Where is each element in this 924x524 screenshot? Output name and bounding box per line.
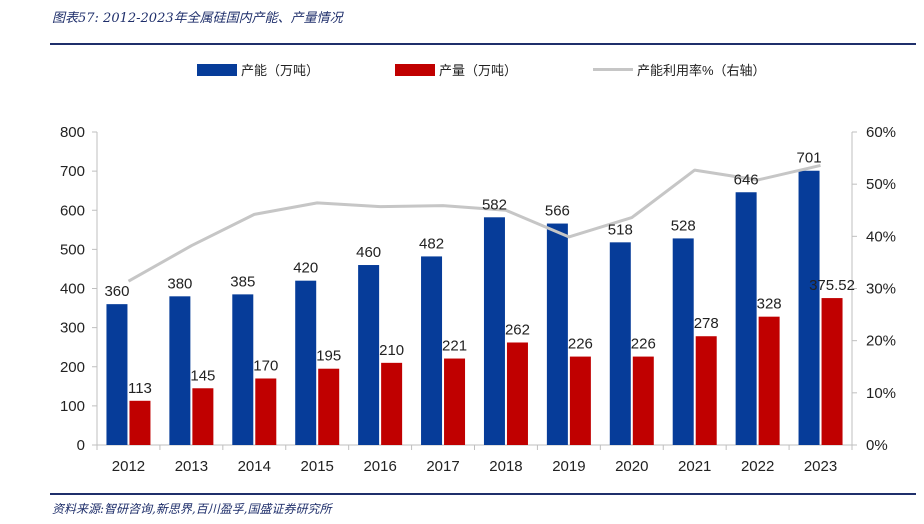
- capacity-data-label: 360: [104, 283, 129, 300]
- capacity-data-label: 380: [167, 275, 192, 292]
- y-left-tick-label: 200: [60, 359, 85, 376]
- y-right-tick-label: 10%: [866, 385, 896, 402]
- x-tick-label: 2020: [615, 458, 648, 475]
- x-tick-label: 2012: [112, 458, 145, 475]
- production-bar: [255, 378, 277, 445]
- production-data-label: 145: [190, 367, 215, 384]
- y-left-tick-label: 0: [77, 437, 85, 454]
- capacity-bar: [546, 223, 568, 445]
- capacity-data-label: 518: [608, 221, 633, 238]
- production-bar: [129, 400, 151, 445]
- legend-swatch-capacity: [197, 63, 237, 76]
- legend-label-utilization: 产能利用率%（右轴）: [637, 63, 766, 78]
- production-data-label: 221: [442, 338, 467, 355]
- y-left-tick-label: 700: [60, 163, 85, 180]
- capacity-bar: [609, 242, 631, 445]
- legend-item-production: 产量（万吨）: [395, 60, 517, 79]
- legend-label-capacity: 产能（万吨）: [241, 63, 320, 78]
- y-left-tick-label: 800: [60, 124, 85, 141]
- capacity-bar: [295, 280, 317, 445]
- production-data-label: 226: [568, 336, 593, 353]
- x-tick-label: 2019: [552, 458, 585, 475]
- capacity-data-label: 646: [734, 171, 759, 188]
- legend-swatch-utilization: [593, 68, 633, 71]
- x-tick-label: 2015: [301, 458, 334, 475]
- capacity-data-label: 582: [482, 196, 507, 213]
- legend-item-utilization: 产能利用率%（右轴）: [593, 60, 766, 79]
- y-left-tick-label: 600: [60, 202, 85, 219]
- x-tick-label: 2021: [678, 458, 711, 475]
- y-left-tick-label: 500: [60, 241, 85, 258]
- production-bar: [381, 362, 403, 445]
- production-data-label: 278: [694, 315, 719, 332]
- capacity-bar: [421, 256, 443, 445]
- production-data-label: 328: [757, 296, 782, 313]
- production-bar: [821, 298, 843, 445]
- x-tick-label: 2013: [175, 458, 208, 475]
- production-bar: [192, 388, 214, 445]
- y-left-tick-label: 400: [60, 281, 85, 298]
- production-bar: [506, 342, 528, 445]
- capacity-data-label: 385: [230, 273, 255, 290]
- production-data-label: 113: [128, 380, 152, 397]
- production-data-label: 226: [631, 336, 656, 353]
- x-tick-label: 2023: [804, 458, 837, 475]
- legend-swatch-production: [395, 63, 435, 76]
- source-note: 资料来源:智研咨询,新思界,百川盈孚,国盛证券研究所: [52, 502, 332, 516]
- capacity-data-label: 566: [545, 203, 570, 220]
- capacity-data-label: 460: [356, 244, 381, 261]
- production-bar: [632, 356, 654, 445]
- production-data-label: 170: [253, 357, 278, 374]
- capacity-bar: [232, 294, 254, 445]
- top-divider: [50, 43, 916, 45]
- capacity-bar: [169, 296, 191, 445]
- capacity-bar: [735, 192, 757, 445]
- y-right-tick-label: 60%: [866, 124, 896, 141]
- capacity-data-label: 701: [797, 150, 822, 167]
- bottom-divider: [50, 493, 916, 495]
- figure-title: 图表57: 2012-2023年全属硅国内产能、产量情况: [52, 11, 343, 26]
- y-right-tick-label: 0%: [866, 437, 888, 454]
- production-bar: [444, 358, 466, 445]
- production-data-label: 375.52: [809, 277, 855, 294]
- x-tick-label: 2016: [363, 458, 396, 475]
- capacity-data-label: 482: [419, 235, 444, 252]
- chart-legend: 产能（万吨） 产量（万吨） 产能利用率%（右轴）: [0, 60, 924, 84]
- capacity-bar: [358, 265, 380, 445]
- legend-item-capacity: 产能（万吨）: [197, 60, 319, 79]
- production-bar: [758, 316, 780, 445]
- capacity-bar: [798, 170, 820, 445]
- utilization-line: [127, 163, 821, 283]
- capacity-data-label: 420: [293, 260, 318, 277]
- y-left-tick-label: 100: [60, 398, 85, 415]
- capacity-bar: [106, 304, 128, 445]
- production-data-label: 262: [505, 321, 530, 338]
- y-right-tick-label: 40%: [866, 228, 896, 245]
- production-data-label: 195: [316, 348, 341, 365]
- legend-label-production: 产量（万吨）: [439, 63, 518, 78]
- capacity-bar: [483, 217, 505, 445]
- production-data-label: 210: [379, 342, 404, 359]
- y-right-tick-label: 20%: [866, 333, 896, 350]
- production-bar: [695, 336, 717, 445]
- x-tick-label: 2022: [741, 458, 774, 475]
- x-tick-label: 2017: [426, 458, 459, 475]
- x-tick-label: 2014: [238, 458, 271, 475]
- capacity-data-label: 528: [671, 217, 696, 234]
- y-left-tick-label: 300: [60, 320, 85, 337]
- y-right-tick-label: 50%: [866, 176, 896, 193]
- production-bar: [569, 356, 591, 445]
- y-right-tick-label: 30%: [866, 281, 896, 298]
- x-tick-label: 2018: [489, 458, 522, 475]
- production-bar: [318, 368, 340, 445]
- capacity-bar: [672, 238, 694, 445]
